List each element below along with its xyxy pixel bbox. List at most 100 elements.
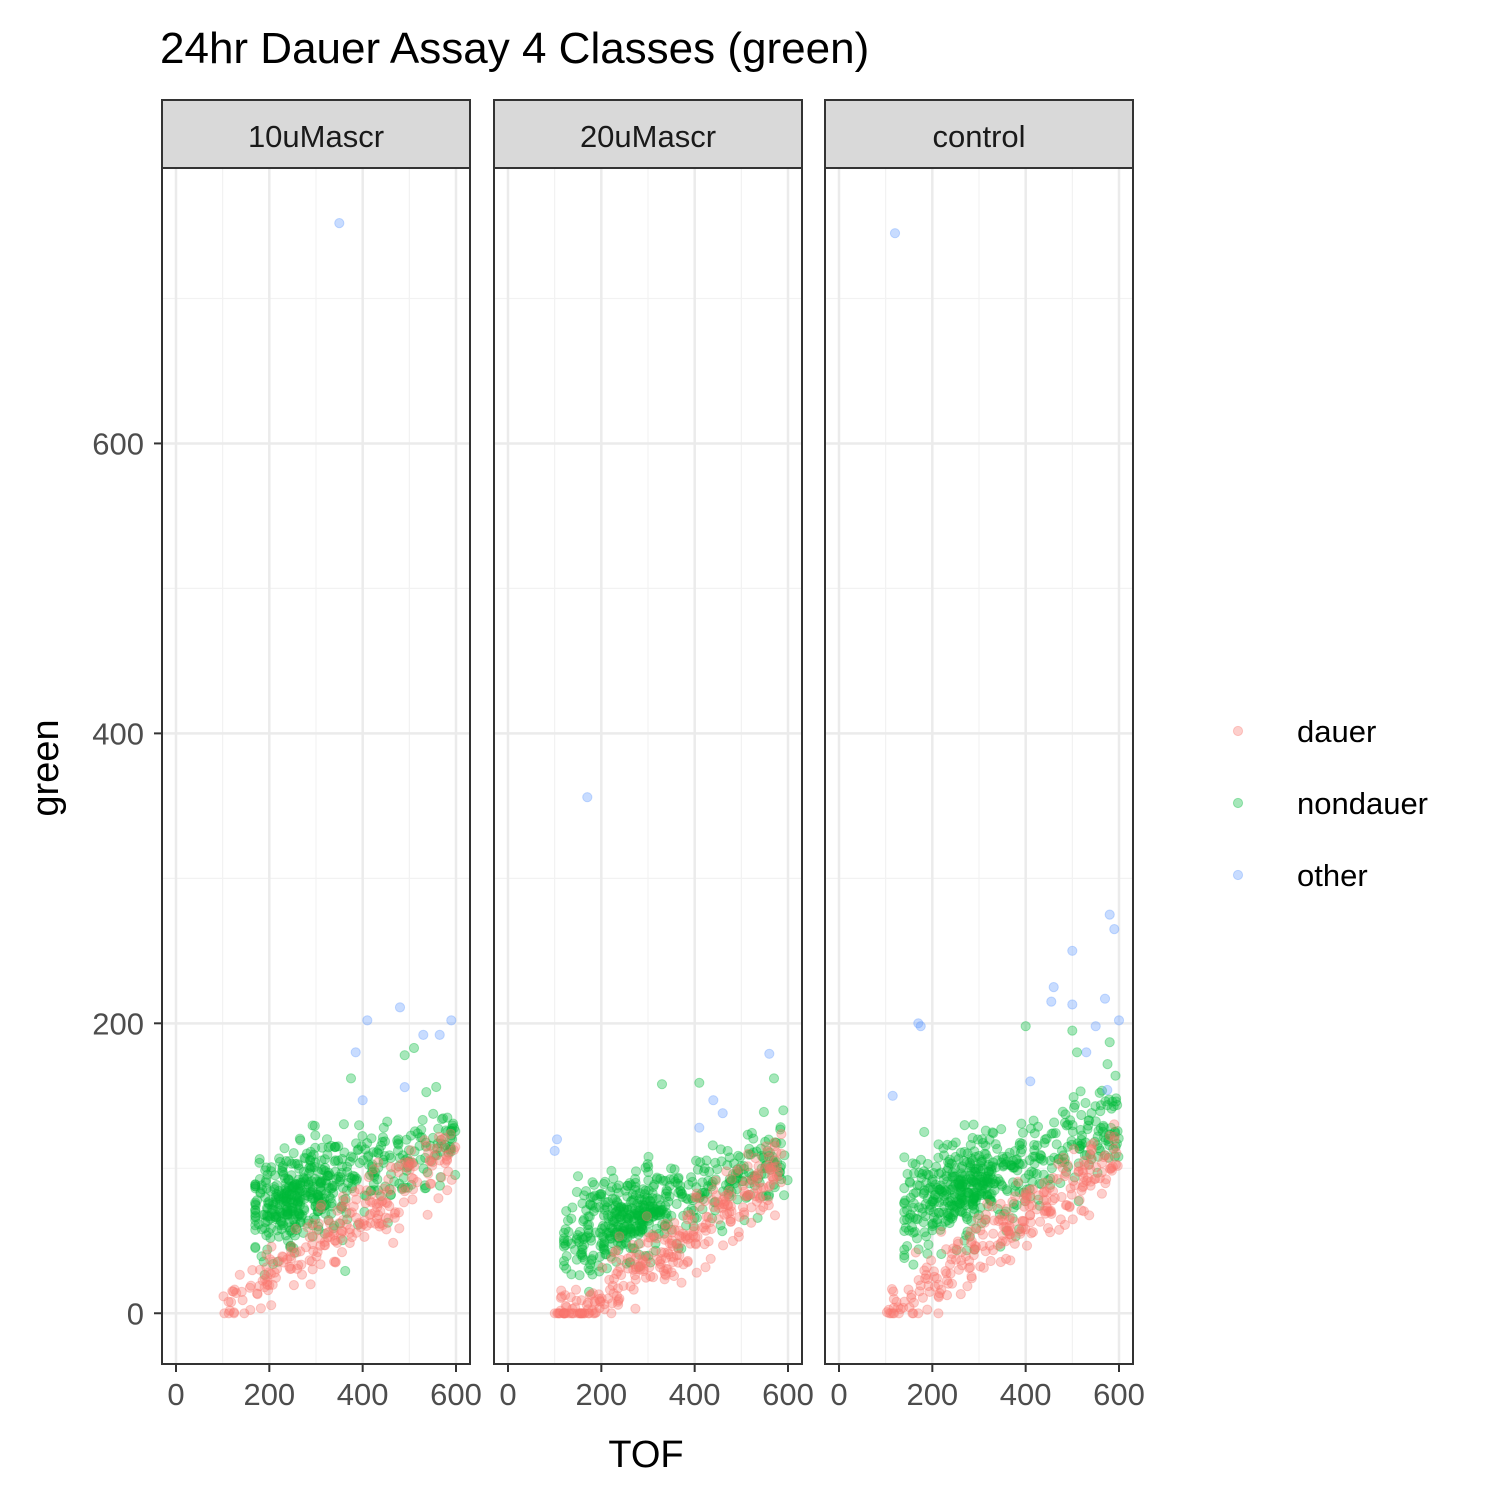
point-nondauer xyxy=(743,1149,755,1160)
y-axis-title: green xyxy=(25,719,67,816)
point-nondauer xyxy=(310,1196,321,1207)
point-dauer xyxy=(603,1293,614,1304)
point-nondauer xyxy=(584,1265,596,1276)
point-nondauer xyxy=(328,1187,339,1199)
point-nondauer xyxy=(260,1192,271,1203)
point-dauer xyxy=(245,1304,256,1316)
point-nondauer xyxy=(312,1191,324,1202)
point-nondauer xyxy=(271,1212,282,1223)
point-nondauer xyxy=(683,1179,694,1190)
point-dauer xyxy=(336,1201,347,1212)
point-nondauer xyxy=(625,1227,636,1239)
point-nondauer xyxy=(294,1208,305,1220)
point-dauer xyxy=(682,1255,693,1267)
point-nondauer xyxy=(603,1219,614,1230)
point-other xyxy=(1104,909,1115,920)
point-nondauer xyxy=(605,1251,616,1262)
point-nondauer xyxy=(289,1179,300,1191)
point-nondauer xyxy=(607,1193,618,1204)
point-nondauer xyxy=(643,1250,654,1261)
point-nondauer xyxy=(731,1184,743,1195)
point-nondauer xyxy=(269,1184,280,1195)
point-nondauer xyxy=(363,1159,374,1170)
point-dauer xyxy=(722,1199,733,1211)
point-nondauer xyxy=(631,1221,642,1232)
point-nondauer xyxy=(585,1232,596,1244)
point-dauer xyxy=(227,1286,238,1297)
point-dauer xyxy=(263,1285,274,1296)
point-nondauer xyxy=(933,1152,944,1163)
point-dauer xyxy=(1053,1158,1064,1169)
point-dauer xyxy=(293,1260,304,1271)
point-nondauer xyxy=(642,1192,653,1203)
point-nondauer xyxy=(329,1142,340,1153)
point-dauer xyxy=(628,1264,639,1276)
point-nondauer xyxy=(323,1142,334,1153)
point-nondauer xyxy=(623,1204,635,1216)
point-dauer xyxy=(330,1257,341,1268)
point-dauer xyxy=(229,1284,240,1295)
point-nondauer xyxy=(316,1185,327,1197)
point-nondauer xyxy=(656,1205,667,1216)
point-nondauer xyxy=(298,1227,309,1239)
point-nondauer xyxy=(291,1224,303,1236)
point-nondauer xyxy=(445,1143,456,1154)
point-dauer xyxy=(647,1229,658,1240)
point-nondauer xyxy=(617,1228,628,1240)
point-nondauer xyxy=(770,1137,781,1148)
point-other xyxy=(1099,993,1111,1004)
point-dauer xyxy=(604,1284,616,1295)
point-dauer xyxy=(405,1155,416,1167)
point-dauer xyxy=(1100,1178,1111,1189)
point-nondauer xyxy=(277,1161,289,1172)
point-dauer xyxy=(563,1308,575,1319)
point-nondauer xyxy=(634,1249,645,1260)
point-other xyxy=(582,792,593,803)
point-dauer xyxy=(354,1184,365,1195)
point-dauer xyxy=(771,1171,783,1182)
point-other xyxy=(1025,1076,1036,1087)
point-nondauer xyxy=(337,1235,348,1246)
point-nondauer xyxy=(254,1174,265,1185)
point-dauer xyxy=(763,1200,774,1211)
point-dauer xyxy=(994,1214,1006,1225)
point-nondauer xyxy=(359,1206,370,1217)
point-dauer xyxy=(1021,1190,1032,1201)
point-nondauer xyxy=(1061,1120,1072,1131)
point-dauer xyxy=(307,1264,318,1275)
point-dauer xyxy=(607,1298,618,1309)
point-nondauer xyxy=(309,1120,320,1132)
point-nondauer xyxy=(299,1193,310,1205)
point-nondauer xyxy=(376,1140,387,1152)
point-nondauer xyxy=(341,1185,352,1196)
point-nondauer xyxy=(346,1181,358,1192)
point-dauer xyxy=(261,1262,272,1273)
point-nondauer xyxy=(288,1148,299,1159)
point-nondauer xyxy=(741,1192,752,1204)
point-nondauer xyxy=(340,1265,351,1277)
point-dauer xyxy=(965,1226,977,1237)
point-nondauer xyxy=(316,1204,328,1215)
point-nondauer xyxy=(326,1198,337,1209)
point-dauer xyxy=(560,1290,571,1301)
point-nondauer xyxy=(403,1161,414,1172)
point-nondauer xyxy=(255,1188,266,1199)
point-nondauer xyxy=(448,1118,459,1129)
point-dauer xyxy=(319,1236,330,1248)
point-nondauer xyxy=(1020,1021,1031,1032)
point-nondauer xyxy=(624,1257,635,1268)
point-dauer xyxy=(610,1245,622,1256)
point-nondauer xyxy=(369,1185,380,1196)
point-nondauer xyxy=(617,1223,629,1234)
point-nondauer xyxy=(579,1214,590,1225)
point-dauer xyxy=(599,1304,610,1315)
point-nondauer xyxy=(380,1181,391,1192)
point-nondauer xyxy=(294,1209,305,1221)
point-dauer xyxy=(587,1288,599,1299)
point-nondauer xyxy=(315,1182,326,1193)
point-nondauer xyxy=(635,1210,646,1221)
point-dauer xyxy=(436,1172,447,1183)
point-nondauer xyxy=(313,1166,324,1177)
point-nondauer xyxy=(624,1209,636,1220)
point-nondauer xyxy=(761,1159,772,1170)
